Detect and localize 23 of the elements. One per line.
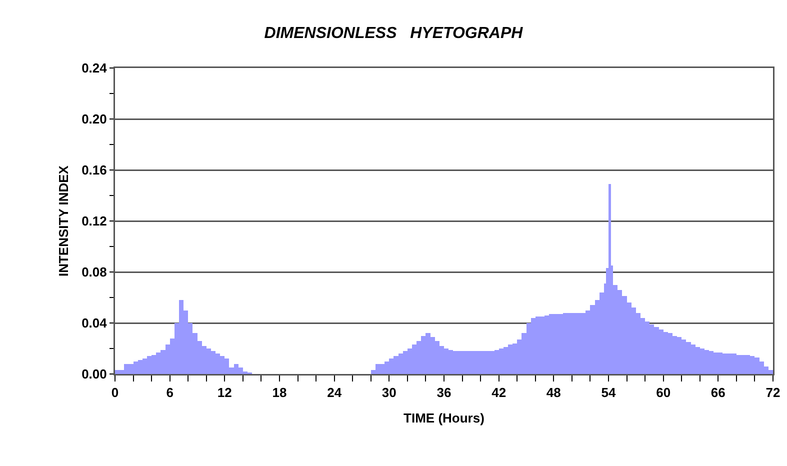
y-tick-label: 0.16: [82, 162, 107, 178]
x-tick-label: 72: [766, 385, 780, 400]
y-tick-label: 0.04: [82, 316, 108, 331]
y-tick-label: 0.24: [82, 60, 108, 76]
x-tick-label: 36: [436, 385, 452, 400]
x-tick-label: 12: [217, 385, 232, 400]
x-tick-label: 24: [327, 385, 342, 400]
x-tick-label: 30: [382, 385, 396, 400]
y-tick-label: 0.20: [82, 112, 107, 127]
x-tick-label: 18: [272, 385, 287, 400]
y-tick-label: 0.12: [82, 214, 107, 229]
x-tick-label: 48: [546, 385, 561, 400]
x-tick-label: 0: [111, 385, 119, 400]
x-tick-label: 54: [601, 385, 616, 400]
x-tick-label: 66: [710, 385, 726, 400]
y-tick-label: 0.00: [82, 366, 107, 382]
x-axis-title: TIME (Hours): [404, 410, 484, 426]
y-axis-title: INTENSITY INDEX: [56, 165, 71, 277]
x-tick-label: 42: [492, 385, 506, 400]
x-tick-label: 6: [166, 385, 174, 400]
y-tick-label: 0.08: [82, 264, 107, 280]
chart-title: DIMENSIONLESS HYETOGRAPH: [264, 25, 524, 42]
x-tick-label: 60: [656, 385, 671, 400]
